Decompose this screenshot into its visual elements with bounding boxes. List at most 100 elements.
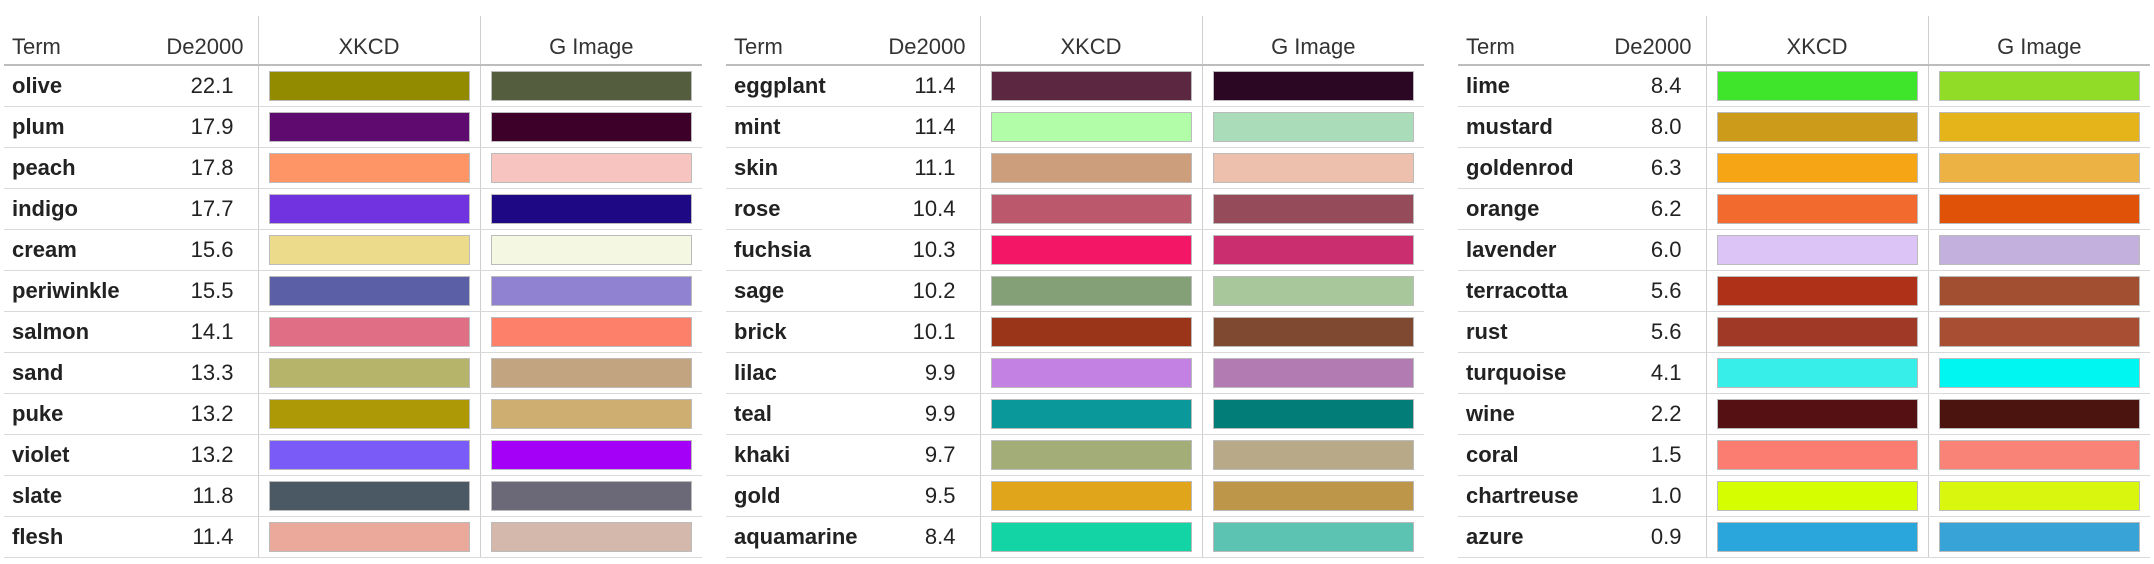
gimage-cell: [479, 352, 702, 394]
gimage-color-swatch: [1938, 317, 2140, 347]
gimage-color-swatch: [1212, 276, 1414, 306]
term-cell: salmon: [4, 311, 132, 353]
term-cell: lime: [1458, 65, 1586, 107]
term-cell: aquamarine: [726, 516, 858, 558]
term-cell: chartreuse: [1458, 475, 1586, 517]
term-cell: periwinkle: [4, 270, 132, 312]
gimage-cell: [1201, 65, 1424, 107]
gimage-header: G Image: [1201, 16, 1424, 66]
xkcd-header: XKCD: [257, 16, 480, 66]
term-cell: mustard: [1458, 106, 1586, 148]
gimage-cell: [1201, 106, 1424, 148]
table-row: lavender 6.0: [1458, 229, 2150, 271]
de2000-header: De2000: [854, 16, 980, 66]
table-row: fuchsia 10.3: [726, 229, 1424, 271]
gimage-color-swatch: [490, 194, 692, 224]
term-cell: indigo: [4, 188, 132, 230]
xkcd-color-swatch: [268, 112, 470, 142]
table-row: olive 22.1: [4, 65, 702, 107]
gimage-cell: [1201, 147, 1424, 189]
xkcd-cell: [257, 188, 480, 230]
gimage-cell: [479, 516, 702, 558]
xkcd-color-swatch: [1716, 112, 1918, 142]
table-row: terracotta 5.6: [1458, 270, 2150, 312]
de2000-cell: 13.3: [132, 352, 258, 394]
gimage-cell: [479, 270, 702, 312]
xkcd-cell: [979, 229, 1202, 271]
table-row: lilac 9.9: [726, 352, 1424, 394]
gimage-cell: [1201, 475, 1424, 517]
xkcd-color-swatch: [1716, 153, 1918, 183]
gimage-cell: [1201, 352, 1424, 394]
term-cell: olive: [4, 65, 132, 107]
xkcd-color-swatch: [268, 317, 470, 347]
de2000-cell: 5.6: [1586, 311, 1706, 353]
term-cell: azure: [1458, 516, 1586, 558]
de2000-cell: 1.5: [1586, 434, 1706, 476]
de2000-cell: 11.1: [854, 147, 980, 189]
de2000-cell: 8.4: [854, 516, 980, 558]
gimage-color-swatch: [490, 358, 692, 388]
table-row: puke 13.2: [4, 393, 702, 435]
gimage-color-swatch: [1938, 440, 2140, 470]
gimage-cell: [1927, 106, 2150, 148]
xkcd-cell: [979, 393, 1202, 435]
term-cell: wine: [1458, 393, 1586, 435]
table-row: turquoise 4.1: [1458, 352, 2150, 394]
gimage-color-swatch: [490, 481, 692, 511]
term-header: Term: [4, 16, 132, 66]
gimage-color-swatch: [1938, 276, 2140, 306]
de2000-cell: 17.9: [132, 106, 258, 148]
table-row: flesh 11.4: [4, 516, 702, 558]
de2000-cell: 17.7: [132, 188, 258, 230]
de2000-cell: 10.2: [854, 270, 980, 312]
table-row: cream 15.6: [4, 229, 702, 271]
term-cell: lavender: [1458, 229, 1586, 271]
header-row: Term De2000 XKCD G Image: [726, 16, 1424, 66]
gimage-cell: [1927, 229, 2150, 271]
gimage-cell: [1927, 65, 2150, 107]
xkcd-color-swatch: [268, 481, 470, 511]
table-row: sage 10.2: [726, 270, 1424, 312]
gimage-color-swatch: [1212, 481, 1414, 511]
xkcd-cell: [1705, 393, 1928, 435]
de2000-cell: 22.1: [132, 65, 258, 107]
term-cell: lilac: [726, 352, 854, 394]
gimage-color-swatch: [1212, 522, 1414, 552]
gimage-cell: [1201, 516, 1424, 558]
de2000-cell: 4.1: [1586, 352, 1706, 394]
xkcd-color-swatch: [990, 358, 1192, 388]
xkcd-cell: [1705, 516, 1928, 558]
gimage-cell: [1927, 270, 2150, 312]
xkcd-cell: [979, 311, 1202, 353]
de2000-cell: 5.6: [1586, 270, 1706, 312]
header-row: Term De2000 XKCD G Image: [1458, 16, 2150, 66]
xkcd-color-swatch: [990, 481, 1192, 511]
gimage-color-swatch: [490, 71, 692, 101]
xkcd-header: XKCD: [1705, 16, 1928, 66]
xkcd-color-swatch: [990, 194, 1192, 224]
gimage-color-swatch: [490, 235, 692, 265]
table-row: orange 6.2: [1458, 188, 2150, 230]
xkcd-color-swatch: [990, 71, 1192, 101]
de2000-cell: 2.2: [1586, 393, 1706, 435]
xkcd-color-swatch: [990, 153, 1192, 183]
xkcd-cell: [257, 516, 480, 558]
gimage-color-swatch: [1938, 235, 2140, 265]
table-row: lime 8.4: [1458, 65, 2150, 107]
table-row: indigo 17.7: [4, 188, 702, 230]
xkcd-color-swatch: [268, 153, 470, 183]
gimage-cell: [1201, 311, 1424, 353]
de2000-cell: 11.4: [854, 106, 980, 148]
xkcd-cell: [1705, 65, 1928, 107]
table-row: rose 10.4: [726, 188, 1424, 230]
xkcd-cell: [979, 147, 1202, 189]
xkcd-color-swatch: [1716, 440, 1918, 470]
gimage-cell: [1927, 393, 2150, 435]
xkcd-color-swatch: [990, 522, 1192, 552]
term-cell: khaki: [726, 434, 854, 476]
gimage-cell: [1927, 352, 2150, 394]
table-row: plum 17.9: [4, 106, 702, 148]
xkcd-cell: [979, 270, 1202, 312]
table-row: chartreuse 1.0: [1458, 475, 2150, 517]
